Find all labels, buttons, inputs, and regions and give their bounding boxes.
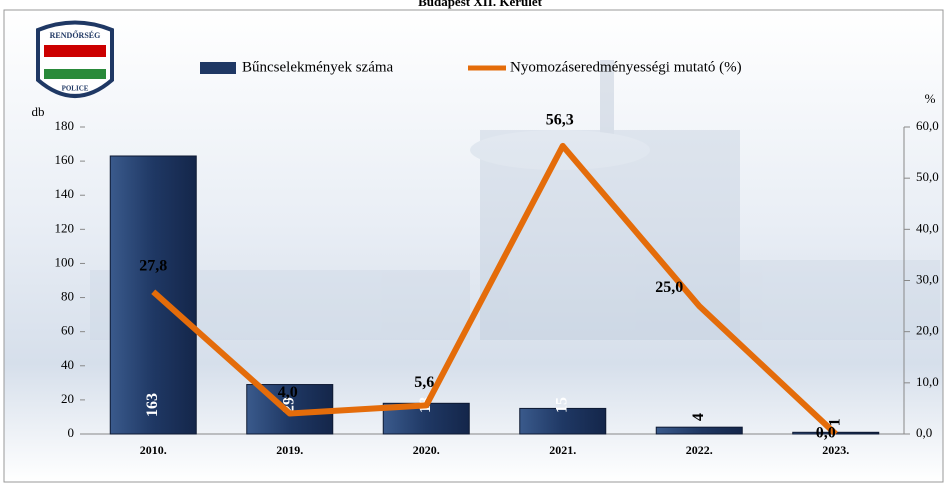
legend-label: Nyomozáseredményességi mutató (%) [510, 59, 742, 75]
y2-tick-label: 0,0 [916, 425, 932, 440]
y-tick-label: 60 [61, 323, 74, 338]
chart: RENDŐRSÉG POLICE Budapest XII. Kerület d… [0, 0, 947, 486]
legend-label: Bűncselekmények száma [242, 59, 394, 75]
y-tick-label: 100 [55, 254, 75, 269]
y2-tick-label: 20,0 [916, 323, 939, 338]
chart-title: Budapest XII. Kerület [418, 0, 543, 9]
line-value-label: 4,0 [278, 384, 298, 401]
x-tick-label: 2021. [549, 443, 576, 457]
y-tick-label: 120 [55, 220, 75, 235]
x-tick-label: 2019. [276, 443, 303, 457]
y2-tick-label: 60,0 [916, 118, 939, 133]
logo-text: RENDŐRSÉG [50, 30, 101, 40]
y-axis-label: db [32, 104, 45, 119]
y-tick-label: 0 [68, 425, 75, 440]
y2-tick-label: 10,0 [916, 374, 939, 389]
bar-value-label: 4 [690, 413, 707, 421]
y2-tick-label: 50,0 [916, 169, 939, 184]
line-value-label: 5,6 [414, 374, 434, 391]
y-tick-label: 180 [55, 118, 75, 133]
y-tick-label: 20 [61, 391, 74, 406]
line-value-label: 0,0 [816, 425, 836, 442]
y-tick-label: 140 [55, 186, 75, 201]
x-tick-label: 2023. [822, 443, 849, 457]
logo: RENDŐRSÉG POLICE [38, 23, 112, 97]
y-tick-label: 80 [61, 289, 74, 304]
y2-tick-label: 40,0 [916, 220, 939, 235]
logo-text: POLICE [62, 85, 89, 93]
legend-swatch [200, 62, 236, 74]
bar-value-label: 15 [553, 397, 570, 413]
y-tick-label: 40 [61, 357, 74, 372]
bar [656, 427, 742, 434]
line-value-label: 25,0 [655, 279, 683, 296]
y2-axis-label: % [925, 91, 936, 106]
y-tick-label: 160 [55, 152, 75, 167]
line-value-label: 56,3 [546, 112, 574, 129]
x-tick-label: 2022. [686, 443, 713, 457]
line-value-label: 27,8 [139, 257, 167, 274]
x-tick-label: 2010. [140, 443, 167, 457]
y2-tick-label: 30,0 [916, 271, 939, 286]
x-tick-label: 2020. [413, 443, 440, 457]
bar-value-label: 163 [144, 393, 161, 417]
